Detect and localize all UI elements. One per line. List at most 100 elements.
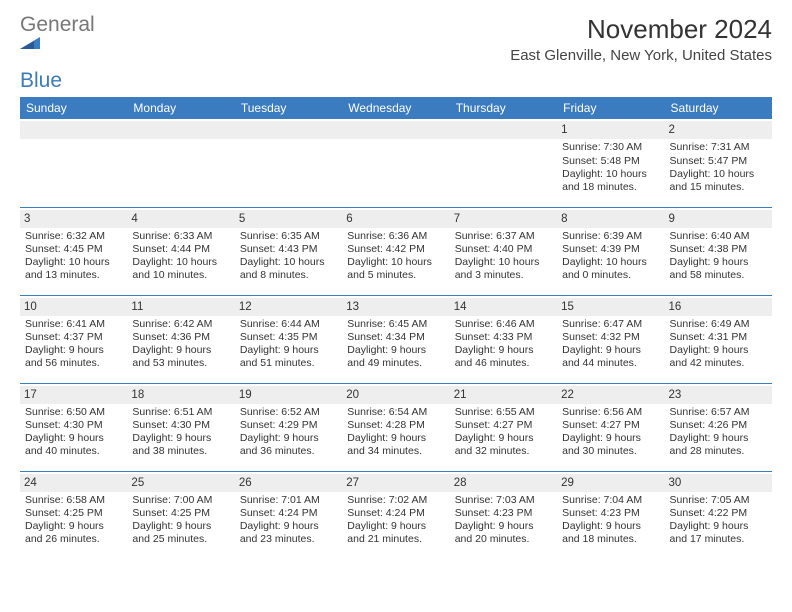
calendar-cell: 4 Sunrise: 6:33 AMSunset: 4:44 PMDaylight… bbox=[127, 207, 234, 295]
sunset-text: Sunset: 4:24 PM bbox=[347, 507, 444, 520]
day-number: 30 bbox=[665, 474, 772, 492]
daylight-text: Daylight: 9 hours and 18 minutes. bbox=[562, 520, 659, 546]
brand-text: General Blue bbox=[20, 14, 95, 91]
day-details: Sunrise: 6:50 AMSunset: 4:30 PMDaylight:… bbox=[24, 406, 123, 459]
daylight-text: Daylight: 10 hours and 3 minutes. bbox=[455, 256, 552, 282]
day-number: 23 bbox=[665, 386, 772, 404]
sunset-text: Sunset: 4:25 PM bbox=[132, 507, 229, 520]
daylight-text: Daylight: 9 hours and 38 minutes. bbox=[132, 432, 229, 458]
calendar-cell: 8Sunrise: 6:39 AMSunset: 4:39 PMDaylight… bbox=[557, 207, 664, 295]
daylight-text: Daylight: 9 hours and 56 minutes. bbox=[25, 344, 122, 370]
calendar-cell bbox=[127, 119, 234, 207]
day-number: 29 bbox=[557, 474, 664, 492]
calendar-cell: 10Sunrise: 6:41 AMSunset: 4:37 PMDayligh… bbox=[20, 295, 127, 383]
calendar-cell: 27Sunrise: 7:02 AMSunset: 4:24 PMDayligh… bbox=[342, 471, 449, 559]
calendar-cell: 6Sunrise: 6:36 AMSunset: 4:42 PMDaylight… bbox=[342, 207, 449, 295]
sunset-text: Sunset: 4:32 PM bbox=[562, 331, 659, 344]
day-number bbox=[127, 121, 234, 139]
calendar-cell: 20Sunrise: 6:54 AMSunset: 4:28 PMDayligh… bbox=[342, 383, 449, 471]
weekday-header: Monday bbox=[127, 97, 234, 119]
calendar-week-row: 10Sunrise: 6:41 AMSunset: 4:37 PMDayligh… bbox=[20, 295, 772, 383]
sunrise-text: Sunrise: 7:04 AM bbox=[562, 494, 659, 507]
sunset-text: Sunset: 5:48 PM bbox=[562, 155, 659, 168]
day-number: 7 bbox=[450, 210, 557, 228]
sunrise-text: Sunrise: 6:55 AM bbox=[455, 406, 552, 419]
day-details: Sunrise: 6:41 AMSunset: 4:37 PMDaylight:… bbox=[24, 318, 123, 371]
weekday-header: Saturday bbox=[665, 97, 772, 119]
brand-part2: Blue bbox=[20, 69, 62, 92]
calendar-cell: 2Sunrise: 7:31 AMSunset: 5:47 PMDaylight… bbox=[665, 119, 772, 207]
daylight-text: Daylight: 9 hours and 44 minutes. bbox=[562, 344, 659, 370]
sunset-text: Sunset: 4:42 PM bbox=[347, 243, 444, 256]
sunset-text: Sunset: 4:31 PM bbox=[670, 331, 767, 344]
day-number: 24 bbox=[20, 474, 127, 492]
daylight-text: Daylight: 10 hours and 18 minutes. bbox=[562, 168, 659, 194]
sunrise-text: Sunrise: 6:33 AM bbox=[132, 230, 229, 243]
daylight-text: Daylight: 9 hours and 26 minutes. bbox=[25, 520, 122, 546]
sunset-text: Sunset: 4:34 PM bbox=[347, 331, 444, 344]
day-details: Sunrise: 6:56 AMSunset: 4:27 PMDaylight:… bbox=[561, 406, 660, 459]
calendar-cell: 12Sunrise: 6:44 AMSunset: 4:35 PMDayligh… bbox=[235, 295, 342, 383]
day-details: Sunrise: 6:57 AMSunset: 4:26 PMDaylight:… bbox=[669, 406, 768, 459]
sunrise-text: Sunrise: 6:39 AM bbox=[562, 230, 659, 243]
daylight-text: Daylight: 9 hours and 17 minutes. bbox=[670, 520, 767, 546]
calendar-cell: 23 Sunrise: 6:57 AMSunset: 4:26 PMDayligh… bbox=[665, 383, 772, 471]
sunset-text: Sunset: 5:47 PM bbox=[670, 155, 767, 168]
calendar-cell: 11Sunrise: 6:42 AMSunset: 4:36 PMDayligh… bbox=[127, 295, 234, 383]
sunset-text: Sunset: 4:30 PM bbox=[132, 419, 229, 432]
daylight-text: Daylight: 9 hours and 42 minutes. bbox=[670, 344, 767, 370]
day-details: Sunrise: 6:45 AMSunset: 4:34 PMDaylight:… bbox=[346, 318, 445, 371]
day-details: Sunrise: 6:39 AMSunset: 4:39 PMDaylight:… bbox=[561, 230, 660, 283]
calendar-cell bbox=[20, 119, 127, 207]
calendar-cell: 5Sunrise: 6:35 AMSunset: 4:43 PMDaylight… bbox=[235, 207, 342, 295]
day-details: Sunrise: 6:55 AMSunset: 4:27 PMDaylight:… bbox=[454, 406, 553, 459]
day-number: 4 bbox=[127, 210, 234, 228]
sunset-text: Sunset: 4:45 PM bbox=[25, 243, 122, 256]
daylight-text: Daylight: 9 hours and 46 minutes. bbox=[455, 344, 552, 370]
sunrise-text: Sunrise: 7:00 AM bbox=[132, 494, 229, 507]
day-details: Sunrise: 6:46 AMSunset: 4:33 PMDaylight:… bbox=[454, 318, 553, 371]
sunrise-text: Sunrise: 7:05 AM bbox=[670, 494, 767, 507]
day-details: Sunrise: 6:35 AMSunset: 4:43 PMDaylight:… bbox=[239, 230, 338, 283]
sunrise-text: Sunrise: 7:31 AM bbox=[670, 141, 767, 154]
calendar-week-row: 24 Sunrise: 6:58 AM Sunset: 4:25 PM Dayligh… bbox=[20, 471, 772, 559]
sunrise-text: Sunrise: 6:54 AM bbox=[347, 406, 444, 419]
daylight-text: Daylight: 10 hours and 13 minutes. bbox=[25, 256, 122, 282]
brand-logo: General Blue bbox=[20, 14, 95, 91]
daylight-text: Daylight: 10 hours and 15 minutes. bbox=[670, 168, 767, 194]
calendar-cell: 17Sunrise: 6:50 AMSunset: 4:30 PMDayligh… bbox=[20, 383, 127, 471]
sunrise-text: Sunrise: 6:45 AM bbox=[347, 318, 444, 331]
calendar-cell: 18Sunrise: 6:51 AMSunset: 4:30 PMDayligh… bbox=[127, 383, 234, 471]
daylight-text: Daylight: 9 hours and 36 minutes. bbox=[240, 432, 337, 458]
weekday-header: Tuesday bbox=[235, 97, 342, 119]
page-title: November 2024 bbox=[510, 14, 772, 45]
weekday-header: Friday bbox=[557, 97, 664, 119]
sunrise-text: Sunrise: 6:49 AM bbox=[670, 318, 767, 331]
sunset-text: Sunset: 4:22 PM bbox=[670, 507, 767, 520]
day-details: Sunrise: 7:30 AMSunset: 5:48 PMDaylight:… bbox=[561, 141, 660, 194]
daylight-text: Daylight: 9 hours and 28 minutes. bbox=[670, 432, 767, 458]
sunset-text: Sunset: 4:35 PM bbox=[240, 331, 337, 344]
logo-sail-icon bbox=[20, 35, 95, 49]
calendar-week-row: 17Sunrise: 6:50 AMSunset: 4:30 PMDayligh… bbox=[20, 383, 772, 471]
sunrise-text: Sunrise: 6:58 AM bbox=[25, 494, 122, 507]
day-details: Sunrise: 6:54 AMSunset: 4:28 PMDaylight:… bbox=[346, 406, 445, 459]
sunrise-text: Sunrise: 6:50 AM bbox=[25, 406, 122, 419]
day-number: 27 bbox=[342, 474, 449, 492]
calendar-cell: 13Sunrise: 6:45 AMSunset: 4:34 PMDayligh… bbox=[342, 295, 449, 383]
day-number: 11 bbox=[127, 298, 234, 316]
sunrise-text: Sunrise: 6:37 AM bbox=[455, 230, 552, 243]
daylight-text: Daylight: 9 hours and 30 minutes. bbox=[562, 432, 659, 458]
calendar-cell: 22Sunrise: 6:56 AMSunset: 4:27 PMDayligh… bbox=[557, 383, 664, 471]
weekday-header: Wednesday bbox=[342, 97, 449, 119]
calendar-cell: 21Sunrise: 6:55 AMSunset: 4:27 PMDayligh… bbox=[450, 383, 557, 471]
day-number bbox=[235, 121, 342, 139]
sunrise-text: Sunrise: 6:56 AM bbox=[562, 406, 659, 419]
sunset-text: Sunset: 4:43 PM bbox=[240, 243, 337, 256]
sunrise-text: Sunrise: 6:46 AM bbox=[455, 318, 552, 331]
day-number: 12 bbox=[235, 298, 342, 316]
day-details: Sunrise: 6:33 AMSunset: 4:44 PMDaylight:… bbox=[131, 230, 230, 283]
sunrise-text: Sunrise: 6:51 AM bbox=[132, 406, 229, 419]
calendar-cell: 15Sunrise: 6:47 AMSunset: 4:32 PMDayligh… bbox=[557, 295, 664, 383]
daylight-text: Daylight: 9 hours and 58 minutes. bbox=[670, 256, 767, 282]
